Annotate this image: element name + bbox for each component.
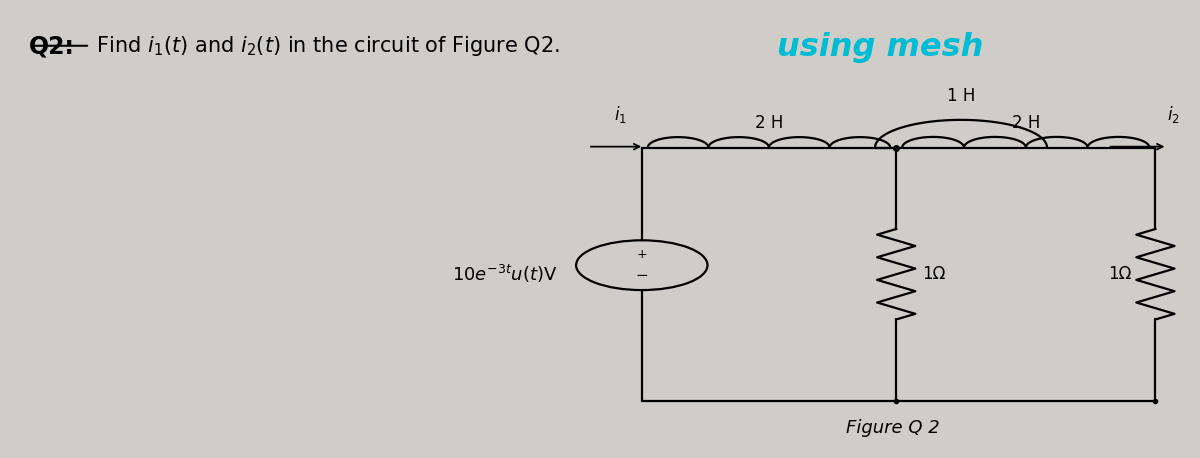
Text: Q2:: Q2: bbox=[29, 34, 74, 59]
Text: using mesh: using mesh bbox=[776, 32, 983, 63]
Text: 1Ω: 1Ω bbox=[1108, 265, 1132, 283]
Text: 1 H: 1 H bbox=[947, 87, 976, 105]
Text: +: + bbox=[636, 248, 647, 261]
Text: $i_1$: $i_1$ bbox=[614, 104, 626, 125]
Text: −: − bbox=[636, 268, 648, 283]
Text: $10e^{-3t}u(t)\mathrm{V}$: $10e^{-3t}u(t)\mathrm{V}$ bbox=[451, 263, 557, 285]
Text: Find $i_1(t)$ and $i_2(t)$ in the circuit of Figure Q2.: Find $i_1(t)$ and $i_2(t)$ in the circui… bbox=[90, 34, 560, 59]
Text: $i_2$: $i_2$ bbox=[1168, 104, 1181, 125]
Text: 1Ω: 1Ω bbox=[923, 265, 946, 283]
Text: Figure Q 2: Figure Q 2 bbox=[846, 419, 940, 437]
Text: 2 H: 2 H bbox=[755, 114, 784, 132]
Text: 2 H: 2 H bbox=[1012, 114, 1040, 132]
